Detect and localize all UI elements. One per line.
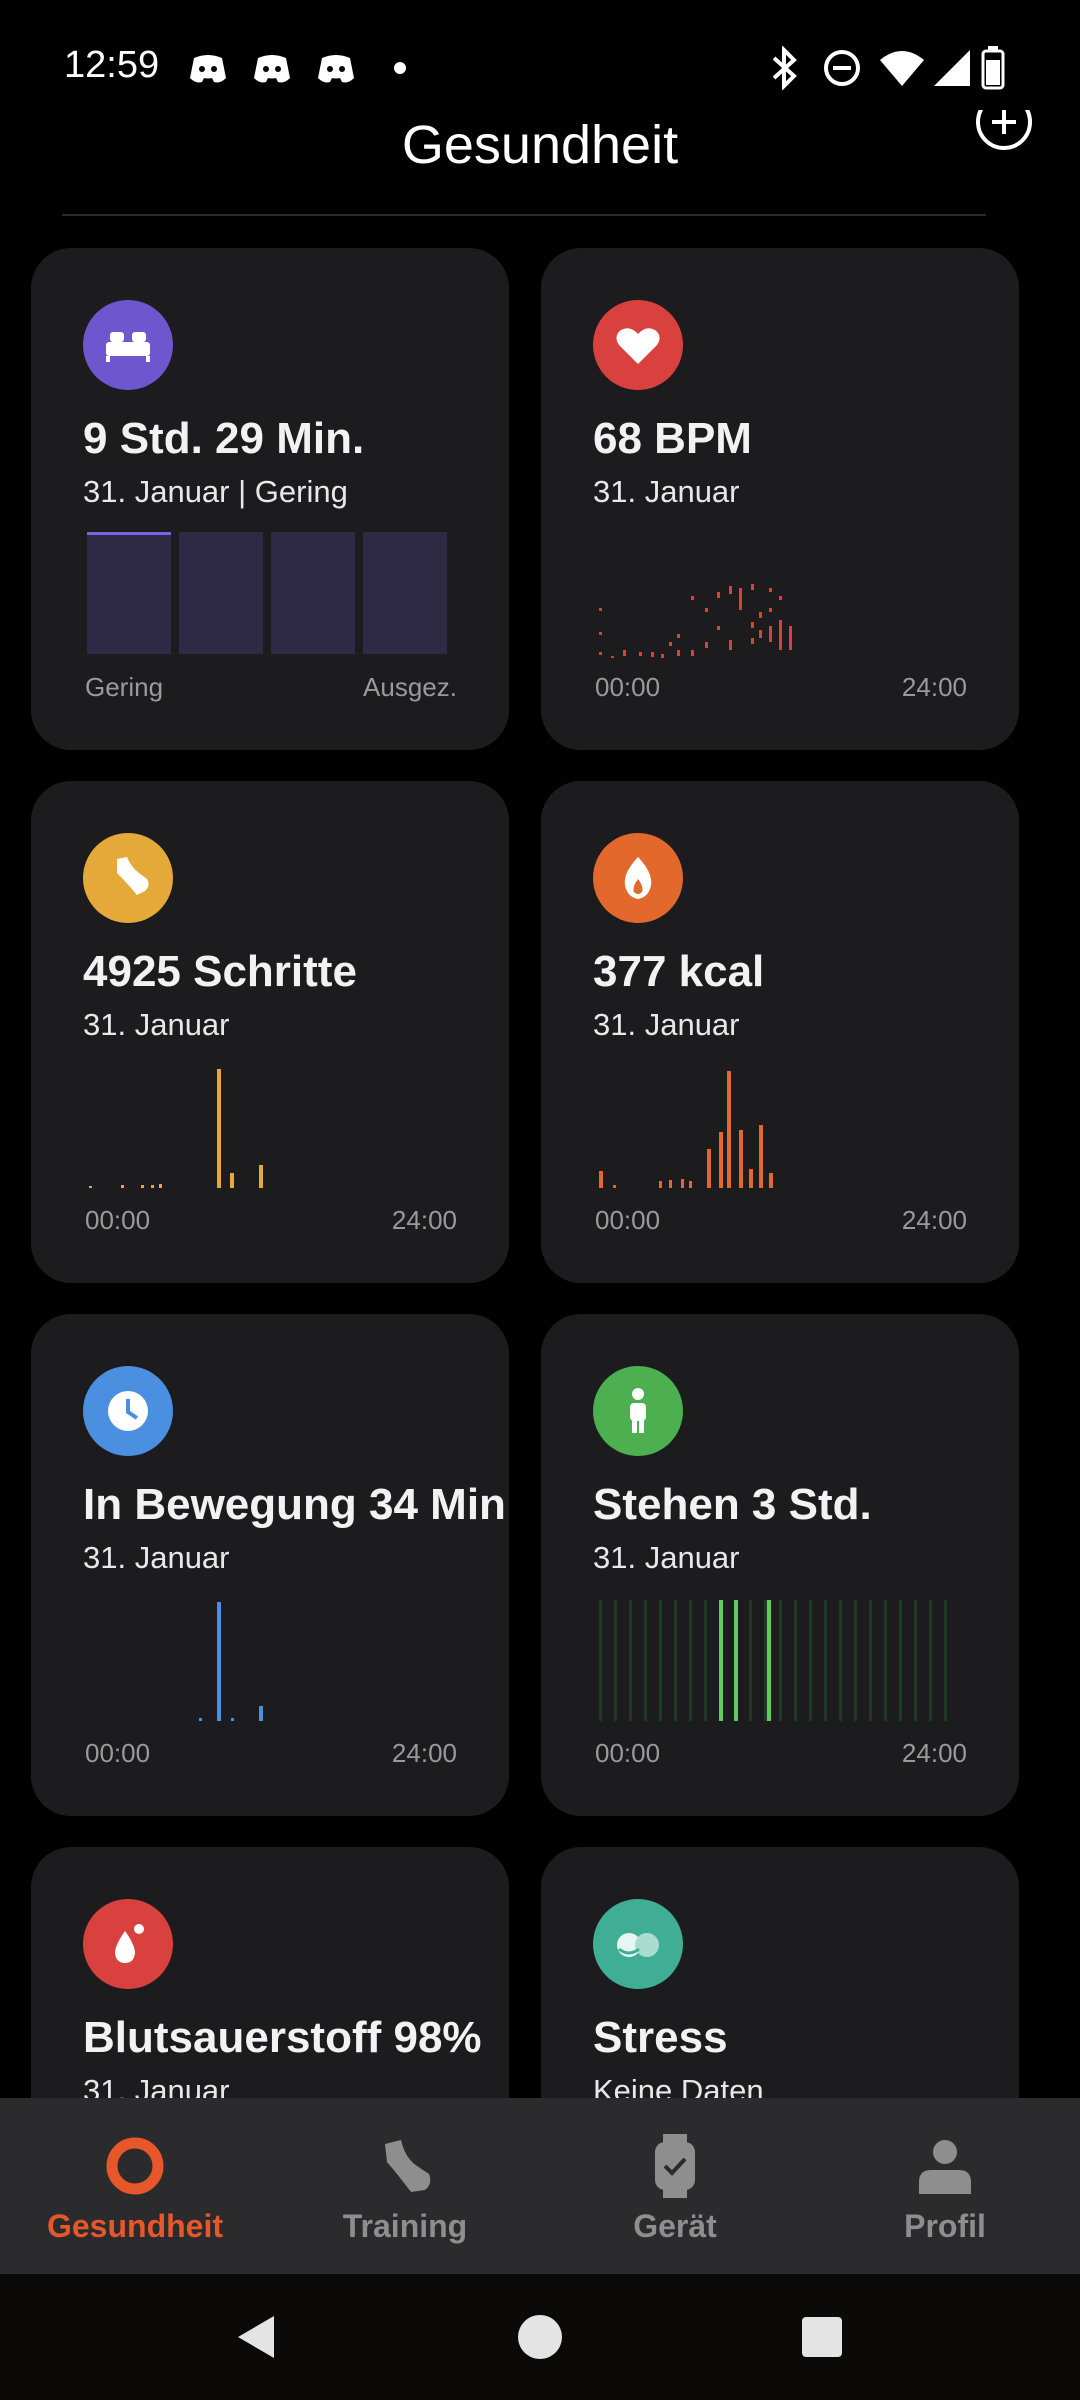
flame-icon [593,833,683,923]
health-ring-icon [106,2137,164,2195]
person-icon [919,2140,971,2194]
stress-value: Stress [593,2013,728,2062]
bottom-navigation: Gesundheit Training Gerät Profil [0,2098,1080,2274]
add-button[interactable] [976,110,1032,150]
nav-label-device: Gerät [633,2208,717,2244]
calories-card[interactable]: 377 kcal 31. Januar 00:00 24:00 [541,781,1019,1283]
nav-label-training: Training [342,2208,468,2244]
cell-signal-icon [934,50,970,86]
activity-chart [199,1602,263,1721]
sleep-quality-bar-2 [179,532,263,654]
nav-tab-profile[interactable]: Profil [810,2098,1080,2274]
heart-rate-value: 68 BPM [593,414,752,463]
activity-card[interactable]: In Bewegung 34 Min 31. Januar 00:00 24:0… [31,1314,509,1816]
standing-person-icon [593,1366,683,1456]
sleep-card[interactable]: 9 Std. 29 Min. 31. Januar | Gering Gerin… [31,248,509,750]
calories-axis-right: 24:00 [901,1205,967,1235]
more-notifications-dot [394,62,406,74]
bed-icon [83,300,173,390]
sleep-quality-chart [87,532,447,654]
header-divider [62,214,986,216]
stand-chart [599,1600,947,1721]
heart-rate-axis-right: 24:00 [901,672,967,702]
sleep-quality-bar-4 [363,532,447,654]
stand-value: Stehen 3 Std. [593,1480,872,1529]
activity-axis-left: 00:00 [85,1738,151,1768]
nav-tab-device[interactable]: Gerät [540,2098,810,2274]
steps-date: 31. Januar [83,1007,230,1042]
page-header: Gesundheit [0,110,1080,216]
steps-chart [89,1069,263,1188]
steps-value: 4925 Schritte [83,947,357,996]
system-navigation-bar [0,2274,1080,2400]
nav-label-health: Gesundheit [46,2208,223,2244]
recents-icon[interactable] [802,2317,842,2357]
stand-axis-right: 24:00 [901,1738,967,1768]
home-icon[interactable] [517,2314,563,2360]
sleep-duration: 9 Std. 29 Min. [83,414,365,463]
sleep-axis-right: Ausgez. [363,672,457,702]
heart-rate-date: 31. Januar [593,474,740,509]
steps-axis-left: 00:00 [85,1205,151,1235]
heart-rate-axis-left: 00:00 [595,672,661,702]
steps-card[interactable]: 4925 Schritte 31. Januar 00:00 24:00 [31,781,509,1283]
shoe-icon [83,833,173,923]
clock-icon [83,1366,173,1456]
page-title: Gesundheit [401,115,679,175]
heart-rate-card[interactable]: 68 BPM 31. Januar 00:00 24:00 [541,248,1019,750]
status-time: 12:59 [64,44,160,86]
stress-icon [593,1899,683,1989]
nav-tab-health[interactable]: Gesundheit [0,2098,270,2274]
stand-axis-left: 00:00 [595,1738,661,1768]
stand-card[interactable]: Stehen 3 Std. 31. Januar 00:00 24:00 [541,1314,1019,1816]
back-icon[interactable] [234,2314,278,2360]
calories-axis-left: 00:00 [595,1205,661,1235]
sleep-quality-marker [87,532,171,535]
nav-label-profile: Profil [904,2208,986,2244]
calories-chart [599,1071,773,1188]
discord-notification-icon [318,55,354,83]
sleep-date-quality: 31. Januar | Gering [83,474,348,509]
activity-value: In Bewegung 34 Min [83,1480,506,1529]
bluetooth-icon [772,46,797,90]
calories-date: 31. Januar [593,1007,740,1042]
heart-rate-chart [599,584,792,658]
nav-tab-training[interactable]: Training [270,2098,540,2274]
do-not-disturb-icon [824,50,860,86]
stand-date: 31. Januar [593,1540,740,1575]
shoe-icon [385,2140,431,2192]
sleep-quality-bar-1 [87,532,171,654]
steps-axis-right: 24:00 [391,1205,457,1235]
sleep-axis-left: Gering [85,672,164,702]
blood-drop-icon [83,1899,173,1989]
discord-notification-icon [254,55,290,83]
activity-axis-right: 24:00 [391,1738,457,1768]
discord-notification-icon [190,55,226,83]
heart-icon [593,300,683,390]
wifi-icon [880,51,924,86]
calories-value: 377 kcal [593,947,765,996]
sleep-quality-bar-3 [271,532,355,654]
watch-icon [655,2134,695,2198]
battery-icon [981,46,1005,90]
blood-oxygen-value: Blutsauerstoff 98% [83,2013,482,2062]
activity-date: 31. Januar [83,1540,230,1575]
